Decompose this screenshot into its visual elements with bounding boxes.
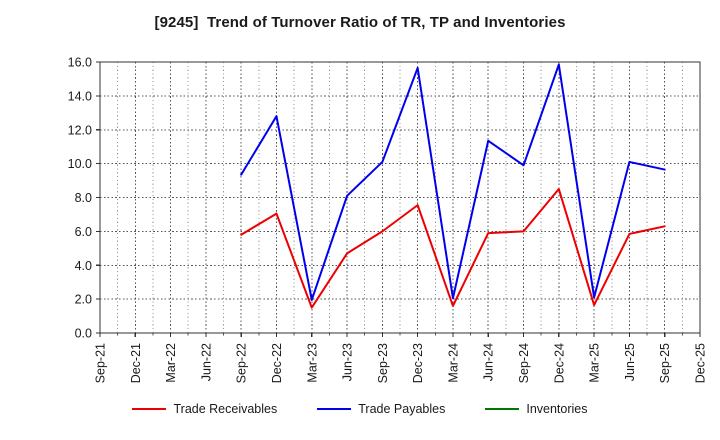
chart-title: [9245] Trend of Turnover Ratio of TR, TP… [154,14,566,31]
svg-text:6.0: 6.0 [75,225,92,239]
svg-text:Mar-24: Mar-24 [446,343,460,383]
grid-lines [100,61,701,333]
svg-text:Sep-23: Sep-23 [376,343,390,383]
svg-text:Mar-25: Mar-25 [588,343,602,383]
svg-text:Sep-24: Sep-24 [517,343,531,383]
legend-label: Inventories [526,402,588,416]
svg-text:Sep-22: Sep-22 [235,343,249,383]
svg-text:Mar-22: Mar-22 [164,343,178,383]
svg-text:Jun-23: Jun-23 [341,343,355,381]
legend-item[interactable]: Trade Payables [317,402,445,416]
svg-text:0.0: 0.0 [75,327,92,341]
svg-text:Dec-23: Dec-23 [411,343,425,383]
legend-line-swatch [132,408,167,410]
legend-label: Trade Payables [358,402,446,416]
svg-text:Dec-21: Dec-21 [129,343,143,383]
legend-item[interactable]: Inventories [485,402,588,416]
data-series [240,63,666,309]
svg-text:Dec-25: Dec-25 [694,343,708,383]
legend-item[interactable]: Trade Receivables [132,402,277,416]
svg-text:Mar-23: Mar-23 [305,343,319,383]
svg-text:Jun-25: Jun-25 [623,343,637,381]
svg-text:10.0: 10.0 [68,157,92,171]
svg-text:Jun-24: Jun-24 [482,343,496,381]
svg-text:8.0: 8.0 [75,191,92,205]
svg-text:4.0: 4.0 [75,259,92,273]
svg-text:14.0: 14.0 [68,89,92,103]
svg-text:Sep-21: Sep-21 [94,343,108,383]
legend-line-swatch [485,408,520,410]
svg-text:16.0: 16.0 [68,56,92,70]
chart-legend: Trade Receivables Trade Payables Inventori… [0,402,720,416]
svg-text:12.0: 12.0 [68,123,92,137]
legend-line-swatch [317,408,352,410]
legend-label: Trade Receivables [173,402,278,416]
svg-text:2.0: 2.0 [75,293,92,307]
svg-text:Dec-22: Dec-22 [270,343,284,383]
x-axis-ticks: Sep-21 Dec-21 Mar-22 Jun-22 Sep-22 Dec-22 Mar-… [94,333,708,383]
svg-text:Dec-24: Dec-24 [552,343,566,383]
y-axis-ticks: 0.0 2.0 4.0 6.0 8.0 10.0 12.0 14.0 16.0 [68,56,100,341]
svg-text:Jun-22: Jun-22 [199,343,213,381]
svg-text:Sep-25: Sep-25 [658,343,672,383]
